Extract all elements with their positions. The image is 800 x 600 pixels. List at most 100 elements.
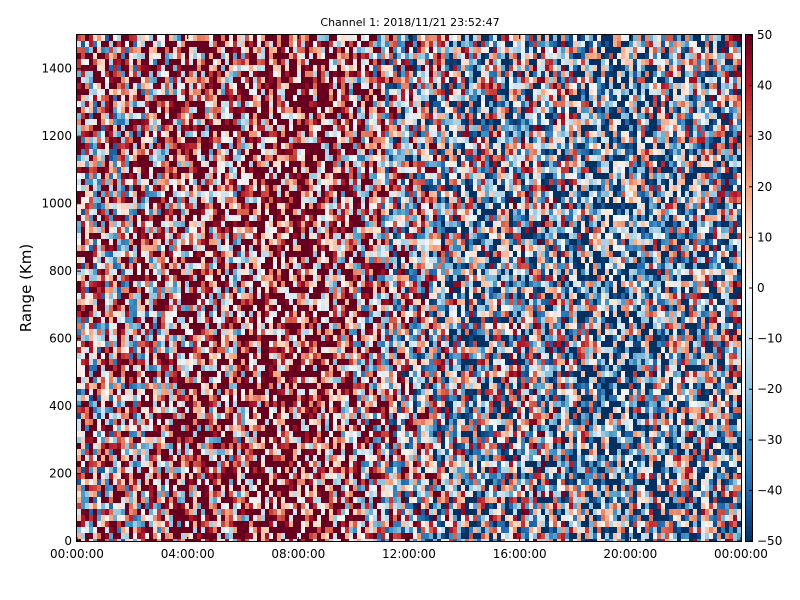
heatmap-cell xyxy=(293,215,297,221)
heatmap-cell xyxy=(285,245,289,251)
heatmap-cell xyxy=(209,191,213,197)
heatmap-cell xyxy=(145,347,149,353)
heatmap-cell xyxy=(121,293,125,299)
heatmap-cell xyxy=(157,317,161,323)
heatmap-cell xyxy=(193,143,197,149)
heatmap-cell xyxy=(105,221,109,227)
heatmap-cell xyxy=(85,269,89,275)
heatmap-cell xyxy=(213,239,217,245)
heatmap-cell xyxy=(281,197,285,203)
heatmap-cell xyxy=(89,167,93,173)
heatmap-cell xyxy=(273,221,277,227)
heatmap-cell xyxy=(189,215,193,221)
heatmap-cell xyxy=(185,425,189,431)
heatmap-cell xyxy=(161,251,165,257)
heatmap-cell xyxy=(133,377,137,383)
heatmap-cell xyxy=(269,461,273,467)
heatmap-cell xyxy=(277,251,281,257)
heatmap-cell xyxy=(193,443,197,449)
heatmap-cell xyxy=(113,419,117,425)
heatmap-cell xyxy=(81,461,85,467)
heatmap-cell xyxy=(309,65,313,71)
heatmap-cell xyxy=(117,449,121,455)
heatmap-cell xyxy=(293,383,297,389)
heatmap-cell xyxy=(285,221,289,227)
heatmap-cell xyxy=(305,377,309,383)
heatmap-cell xyxy=(209,509,213,515)
heatmap-cell xyxy=(209,131,213,137)
heatmap-cell xyxy=(309,347,313,353)
heatmap-cell xyxy=(265,509,269,515)
heatmap-cell xyxy=(137,491,141,497)
heatmap-cell xyxy=(189,119,193,125)
heatmap-cell xyxy=(113,59,117,65)
heatmap-cell xyxy=(217,401,221,407)
heatmap-cell xyxy=(305,311,309,317)
heatmap-cell xyxy=(197,299,201,305)
heatmap-cell xyxy=(165,419,169,425)
heatmap-cell xyxy=(133,527,137,533)
heatmap-cell xyxy=(225,341,229,347)
heatmap-cell xyxy=(165,425,169,431)
heatmap-cell xyxy=(153,419,157,425)
heatmap-cell xyxy=(241,509,245,515)
heatmap-cell xyxy=(265,341,269,347)
heatmap-cell xyxy=(209,221,213,227)
heatmap-cell xyxy=(245,539,249,541)
heatmap-cell xyxy=(221,215,225,221)
heatmap-cell xyxy=(165,245,169,251)
heatmap-cell xyxy=(285,209,289,215)
heatmap-cell xyxy=(233,59,237,65)
heatmap-cell xyxy=(145,389,149,395)
heatmap-cell xyxy=(77,107,81,113)
heatmap-cell xyxy=(297,437,301,443)
heatmap-cell xyxy=(241,293,245,299)
heatmap-cell xyxy=(293,485,297,491)
heatmap-cell xyxy=(301,209,305,215)
heatmap-cell xyxy=(305,533,309,539)
heatmap-cell xyxy=(309,353,313,359)
heatmap-cell xyxy=(77,137,81,143)
heatmap-cell xyxy=(137,107,141,113)
heatmap-cell xyxy=(157,41,161,47)
heatmap-cell xyxy=(289,491,293,497)
heatmap-cell xyxy=(301,161,305,167)
heatmap-cell xyxy=(101,317,105,323)
heatmap-cell xyxy=(229,305,233,311)
heatmap-cell xyxy=(189,293,193,299)
heatmap-cell xyxy=(281,35,285,41)
heatmap-cell xyxy=(285,455,289,461)
heatmap-cell xyxy=(217,263,221,269)
heatmap-cell xyxy=(113,341,117,347)
heatmap-cell xyxy=(77,305,81,311)
heatmap-cell xyxy=(305,527,309,533)
heatmap-cell xyxy=(89,275,93,281)
heatmap-cell xyxy=(101,107,105,113)
heatmap-cell xyxy=(225,305,229,311)
heatmap-cell xyxy=(113,467,117,473)
heatmap-cell xyxy=(305,119,309,125)
heatmap-cell xyxy=(89,137,93,143)
heatmap-cell xyxy=(197,407,201,413)
heatmap-cell xyxy=(185,365,189,371)
heatmap-cell xyxy=(169,377,173,383)
heatmap-cell xyxy=(169,137,173,143)
heatmap-cell xyxy=(193,89,197,95)
heatmap-cell xyxy=(205,257,209,263)
heatmap-cell xyxy=(205,47,209,53)
heatmap-cell xyxy=(133,455,137,461)
heatmap-cell xyxy=(117,335,121,341)
heatmap-cell xyxy=(265,155,269,161)
heatmap-cell xyxy=(269,233,273,239)
heatmap-cell xyxy=(293,425,297,431)
heatmap-cell xyxy=(225,143,229,149)
heatmap-cell xyxy=(253,245,257,251)
heatmap-cell xyxy=(185,77,189,83)
heatmap-cell xyxy=(245,479,249,485)
heatmap-cell xyxy=(137,509,141,515)
heatmap-cell xyxy=(213,353,217,359)
heatmap-cell xyxy=(109,341,113,347)
heatmap-cell xyxy=(109,107,113,113)
heatmap-cell xyxy=(117,161,121,167)
heatmap-cell xyxy=(93,203,97,209)
